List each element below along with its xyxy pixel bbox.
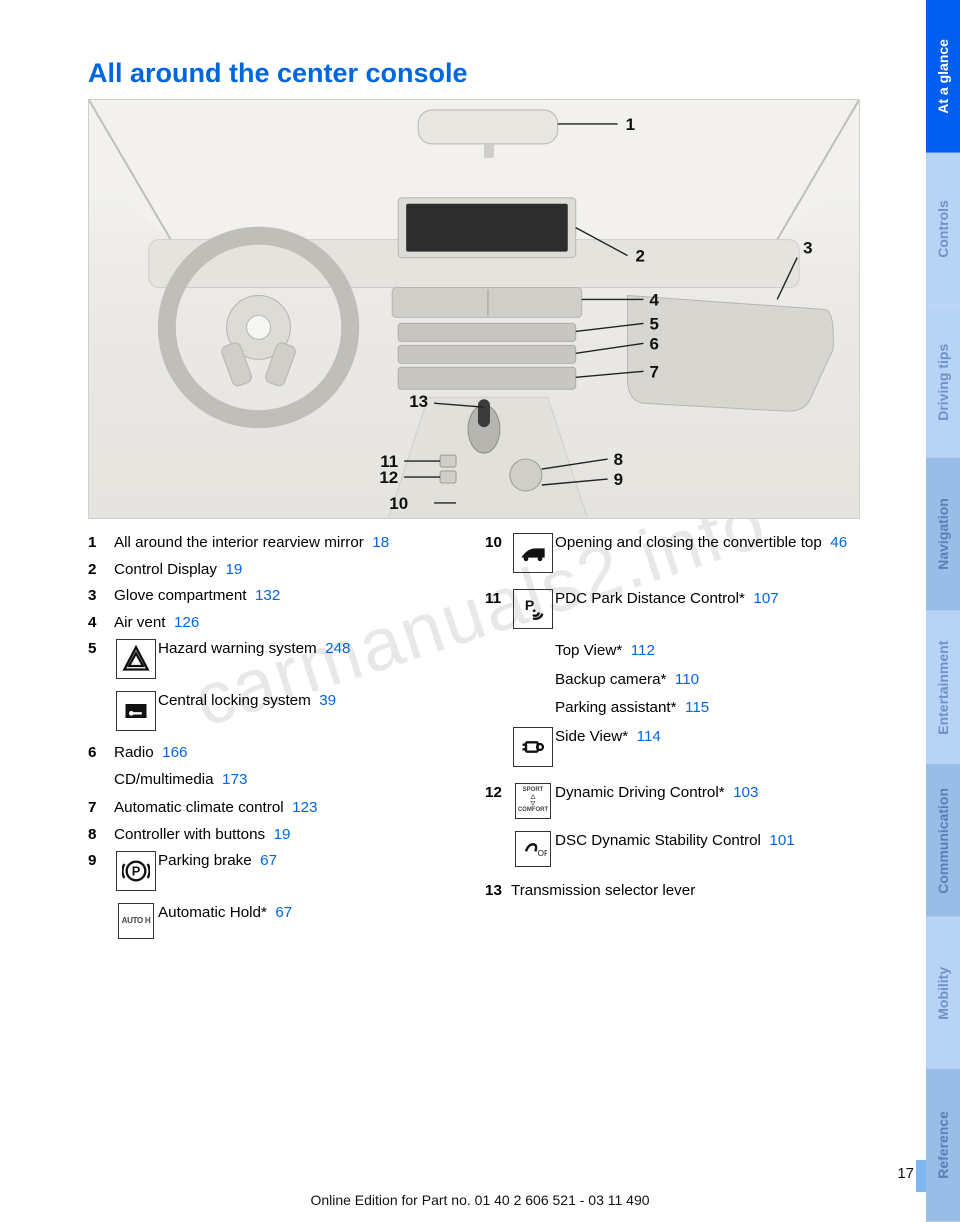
page-link[interactable]: 126 [174,614,199,631]
text-11d: Parking assistant* [555,699,677,716]
page-link[interactable]: 18 [372,534,389,551]
text-11e: Side View* [555,728,628,745]
text-13: Transmission selector lever [511,882,695,899]
page-link[interactable]: 39 [319,692,336,709]
tab-communication[interactable]: Communication [926,764,960,917]
svg-text:5: 5 [650,314,659,333]
left-column: 1 All around the interior rearview mir­r… [88,533,463,951]
pdc-icon: P [513,589,553,629]
page-link[interactable]: 166 [162,744,187,761]
svg-text:6: 6 [650,334,659,353]
num-1: 1 [88,533,114,554]
num-2: 2 [88,560,114,581]
tab-controls[interactable]: Controls [926,153,960,306]
center-console-figure: 1 2 3 4 5 6 7 8 9 10 11 12 13 [88,99,860,519]
text-6a: Radio [114,744,154,761]
text-4: Air vent [114,614,166,631]
num-4: 4 [88,613,114,634]
side-tabs: At a glance Controls Driving tips Naviga… [926,0,960,1222]
text-11a: PDC Park Distance Con­trol* [555,590,745,607]
page-link[interactable]: 46 [830,534,847,551]
page-link[interactable]: 114 [637,728,661,745]
page-link[interactable]: 67 [260,852,277,869]
page-link[interactable]: 103 [733,784,758,801]
page-link[interactable]: 115 [685,699,709,716]
num-10: 10 [485,533,511,554]
tab-at-a-glance[interactable]: At a glance [926,0,960,153]
tab-entertainment[interactable]: Entertainment [926,611,960,764]
dsc-off-icon: OFF [515,831,551,867]
num-5: 5 [88,639,114,660]
text-12a: Dynamic Driving Control* [555,784,725,801]
text-6b: CD/multimedia [114,771,214,788]
svg-text:8: 8 [614,450,623,469]
page-link[interactable]: 107 [753,590,778,607]
central-lock-icon [116,691,156,731]
page-link[interactable]: 101 [769,832,794,849]
svg-text:3: 3 [803,239,812,258]
text-9a: Parking brake [158,852,252,869]
parking-brake-icon: P [116,851,156,891]
page-link[interactable]: 110 [675,671,699,688]
text-1: All around the interior rearview mir­ror [114,534,364,551]
svg-text:10: 10 [389,494,408,513]
text-11b: Top View* [555,642,622,659]
text-8: Controller with buttons [114,826,265,843]
page-title: All around the center console [88,58,860,89]
num-13: 13 [485,881,511,902]
num-3: 3 [88,586,114,607]
dynamic-drive-icon: SPORT△▽COMFORT [515,783,551,819]
svg-text:P: P [132,864,141,879]
footer-accent-bar [916,1160,926,1192]
hazard-icon [116,639,156,679]
num-6: 6 [88,743,114,764]
tab-mobility[interactable]: Mobility [926,917,960,1070]
text-9b: Automatic Hold* [158,904,267,921]
num-7: 7 [88,798,114,819]
text-12b: DSC Dynamic Stability Con­trol [555,832,761,849]
svg-text:2: 2 [636,247,645,266]
page-link[interactable]: 132 [255,587,280,604]
page-link[interactable]: 19 [274,826,291,843]
svg-text:9: 9 [614,470,623,489]
page-link[interactable]: 19 [225,561,242,578]
text-7: Automatic climate control [114,799,284,816]
right-column: 10 Opening and closing the converti­ble … [485,533,860,951]
page-link[interactable]: 67 [275,904,292,921]
svg-text:OFF: OFF [538,849,547,858]
text-3: Glove compartment [114,587,247,604]
console-svg: 1 2 3 4 5 6 7 8 9 10 11 12 13 [89,100,859,519]
svg-text:7: 7 [650,362,659,381]
auto-hold-icon: AUTO H [118,903,154,939]
page-link[interactable]: 248 [325,640,350,657]
num-11: 11 [485,589,511,610]
text-5a: Hazard warning system [158,640,317,657]
svg-text:4: 4 [650,290,660,309]
page-link[interactable]: 123 [292,799,317,816]
text-5b: Central locking system [158,692,311,709]
num-12: 12 [485,783,511,804]
svg-text:12: 12 [379,468,398,487]
page-content: All around the center console [0,0,900,1222]
tab-navigation[interactable]: Navigation [926,458,960,611]
side-view-icon [513,727,553,767]
tab-driving-tips[interactable]: Driving tips [926,306,960,459]
num-9: 9 [88,851,114,872]
convertible-top-icon [513,533,553,573]
num-8: 8 [88,825,114,846]
text-2: Control Display [114,561,217,578]
svg-text:13: 13 [409,392,428,411]
page-link[interactable]: 173 [222,771,247,788]
text-11c: Backup camera* [555,671,666,688]
text-10: Opening and closing the converti­ble top [555,534,822,551]
svg-text:1: 1 [626,115,635,134]
page-link[interactable]: 112 [631,642,655,659]
